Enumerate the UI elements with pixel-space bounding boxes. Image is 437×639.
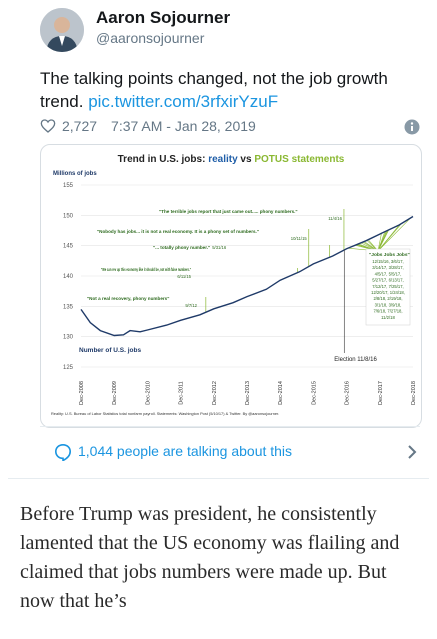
x-tick-label: Dec-2017 — [378, 381, 384, 405]
jobs-box-date-line: 7/6/18, 7/27/18, — [373, 309, 402, 314]
series-label: Number of U.S. jobs — [79, 347, 142, 354]
chart-title-vs: vs — [238, 154, 255, 165]
y-tick-label: 145 — [63, 244, 74, 250]
series-line-us-jobs — [80, 215, 414, 337]
jobs-box-date-line: 4/5/17, 5/5/17, — [375, 271, 402, 276]
y-tick-label: 135 — [63, 304, 74, 310]
x-tick-label: Dec-2018 — [411, 381, 417, 405]
jobs-box-date-line: 7/12/17, 7/25/17, — [372, 284, 403, 289]
annotation: "Nobody has jobs... it is not a real eco… — [97, 229, 310, 267]
tweet-link[interactable]: pic.twitter.com/3rfxirYzuF — [88, 92, 279, 111]
article-paragraph: Before Trump was president, he consisten… — [20, 503, 400, 612]
x-tick-label: Dec-2015 — [311, 381, 317, 405]
jobs-chart: Trend in U.S. jobs: reality vs POTUS sta… — [51, 154, 417, 416]
jobs-fan-line — [377, 229, 390, 252]
x-tick-label: Dec-2014 — [278, 381, 284, 405]
tweet-timestamp[interactable]: 7:37 AM - Jan 28, 2019 — [111, 118, 256, 134]
jobs-box-frame — [365, 248, 411, 326]
chart-title: Trend in U.S. jobs: reality vs POTUS sta… — [118, 154, 345, 165]
speech-bubble-icon — [54, 443, 72, 461]
y-tick-label: 150 — [63, 213, 74, 219]
annotation: "The terrible jobs report that just came… — [159, 209, 345, 251]
annotation-date: 11/4/16 — [328, 216, 342, 221]
jobs-box-date-line: 2/8/18, 2/19/18, — [373, 296, 402, 301]
x-tick-label: Dec-2010 — [145, 381, 151, 405]
tweet-card[interactable]: Aaron Sojourner @aaronsojourner The talk… — [8, 0, 429, 479]
annotation-quote: "We can rev up this economy like it shou… — [101, 267, 191, 272]
chart-title-potus: POTUS statements — [254, 154, 344, 165]
avatar[interactable] — [40, 8, 84, 52]
chart-title-reality: reality — [208, 154, 238, 165]
annotation-quote: "Nobody has jobs... it is not a real eco… — [97, 229, 259, 234]
chart-source: Reality: U.S. Bureau of Labor Statistics… — [51, 411, 279, 416]
y-tick-label: 140 — [63, 274, 74, 280]
jobs-box-date-line: 11/2/18 — [381, 315, 395, 320]
jobs-box: "Jobs Jobs Jobs"12/15/16, 3/6/17,3/14/17… — [365, 248, 411, 326]
jobs-box-date-line: 12/20/17, 1/24/18, — [371, 290, 405, 295]
tweet-meta: 2,727 7:37 AM - Jan 28, 2019 — [40, 118, 256, 134]
jobs-fan-line — [377, 223, 402, 252]
chart-image[interactable]: Trend in U.S. jobs: reality vs POTUS sta… — [40, 144, 422, 428]
like-count[interactable]: 2,727 — [62, 118, 98, 134]
annotation-date: 10/11/15 — [291, 236, 308, 241]
jobs-box-date-line: 3/1/18, 3/9/18, — [375, 302, 402, 307]
annotation: "We can rev up this economy like it shou… — [101, 267, 298, 279]
x-tick-label: Dec-2016 — [345, 381, 351, 405]
jobs-box-date-line: 12/15/16, 3/6/17, — [372, 259, 403, 264]
tweet-text: The talking points changed, not the job … — [40, 67, 410, 113]
info-circle-icon[interactable] — [404, 119, 420, 135]
jobs-box-date-line: 3/14/17, 3/28/17, — [372, 265, 403, 270]
y-tick-label: 155 — [63, 183, 74, 189]
x-tick-label: Dec-2009 — [112, 381, 118, 405]
x-tick-label: Dec-2013 — [245, 381, 251, 405]
election-label: Election 11/8/16 — [334, 357, 377, 363]
annotation: "Not a real recovery, phony numbers" 9/7/… — [87, 296, 207, 313]
annotation-quote: "... totally phony number." — [153, 245, 210, 250]
x-tick-label: Dec-2012 — [212, 381, 218, 405]
talking-about-text[interactable]: 1,044 people are talking about this — [78, 443, 293, 459]
annotation-quote: "Not a real recovery, phony numbers" — [87, 296, 169, 301]
talking-about-row[interactable]: 1,044 people are talking about this — [40, 426, 420, 477]
annotation-date: 5/31/16 — [212, 245, 227, 250]
tweet-body: The talking points changed, not the job … — [40, 69, 388, 111]
author-handle[interactable]: @aaronsojourner — [96, 30, 205, 46]
jobs-box-date-line: 5/27/17, 6/13/17, — [372, 278, 403, 283]
chevron-right-icon[interactable] — [406, 443, 418, 461]
jobs-box-title: "Jobs Jobs Jobs" — [369, 252, 410, 258]
x-tick-label: Dec-2011 — [179, 381, 185, 404]
annotation-date: 6/11/15 — [177, 274, 191, 279]
jobs-fan-line — [377, 217, 411, 252]
y-axis-label: Millions of jobs — [53, 171, 97, 177]
y-tick-label: 125 — [63, 365, 74, 371]
heart-outline-icon[interactable] — [40, 118, 56, 134]
x-tick-label: Dec-2008 — [79, 381, 85, 405]
annotation-quote: "The terrible jobs report that just came… — [159, 209, 298, 214]
chart-title-prefix: Trend in U.S. jobs: — [118, 154, 209, 165]
author-name[interactable]: Aaron Sojourner — [96, 8, 231, 27]
jobs-fan-line — [377, 233, 382, 252]
annotation: "... totally phony number." 5/31/16 — [153, 245, 331, 258]
y-tick-label: 130 — [63, 335, 74, 341]
annotation-date: 9/7/12 — [185, 303, 197, 308]
